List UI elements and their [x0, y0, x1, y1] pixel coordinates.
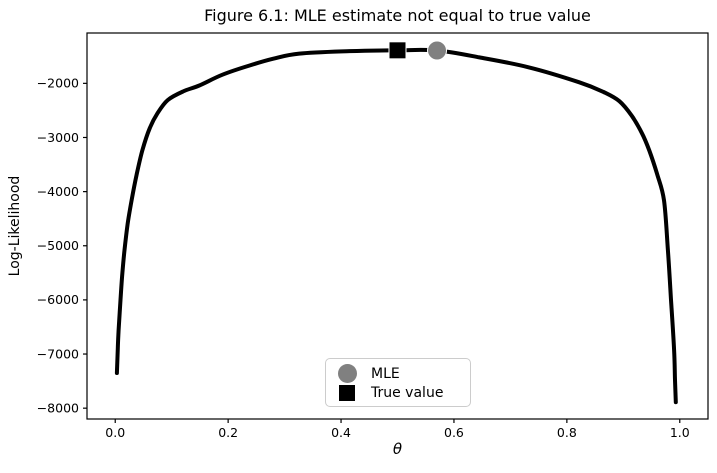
x-tick-label: 0.8: [557, 425, 577, 440]
legend-entry-label: MLE: [371, 365, 400, 382]
y-tick-label: −8000: [37, 400, 79, 415]
y-tick-label: −4000: [37, 184, 79, 199]
x-tick-label: 0.2: [218, 425, 238, 440]
y-tick-label: −2000: [37, 76, 79, 91]
square-glyph: [339, 385, 355, 401]
chart-title: Figure 6.1: MLE estimate not equal to tr…: [204, 6, 591, 25]
y-tick-label: −3000: [37, 130, 79, 145]
y-tick-label: −6000: [37, 292, 79, 307]
legend: MLE True value: [325, 358, 471, 407]
x-tick-label: 1.0: [670, 425, 690, 440]
marker-true-value: [388, 41, 407, 60]
x-axis-label: θ: [392, 440, 403, 458]
legend-entry: True value: [336, 385, 460, 401]
y-tick-label: −5000: [37, 238, 79, 253]
log-likelihood-curve: [114, 47, 678, 405]
y-tick-label: −7000: [37, 346, 79, 361]
marker-mle: [427, 40, 448, 61]
circle-glyph: [337, 364, 357, 383]
plot-frame: [86, 32, 709, 420]
x-tick-label: 0.6: [444, 425, 464, 440]
legend-entry: MLE: [336, 364, 460, 383]
legend-square-marker-icon: [336, 385, 358, 401]
legend-entry-label: True value: [371, 385, 444, 401]
x-tick-label: 0.4: [331, 425, 351, 440]
x-tick-label: 0.0: [105, 425, 125, 440]
legend-circle-marker-icon: [336, 364, 358, 383]
